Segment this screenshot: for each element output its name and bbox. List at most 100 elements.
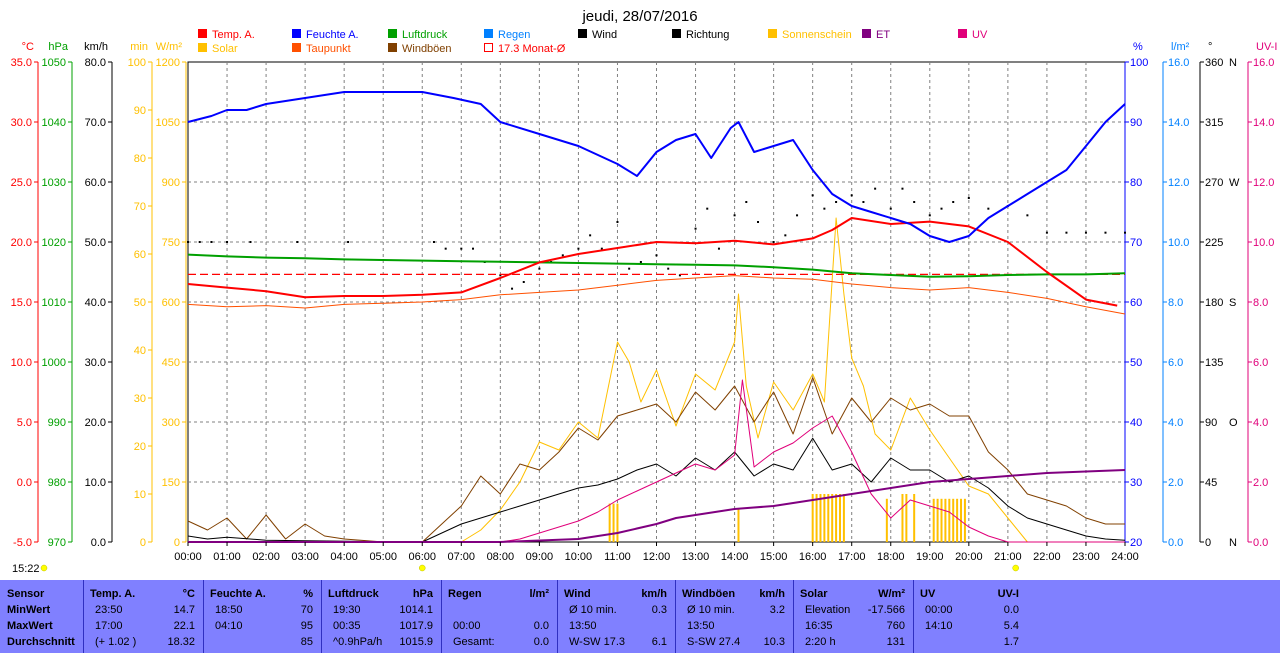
wind-direction-dot (1026, 214, 1029, 217)
axis-unit-label: W/m² (156, 41, 183, 53)
legend-swatch (578, 29, 587, 38)
legend-label: Feuchte A. (306, 29, 359, 41)
axis-tick-label: 30.0 (11, 117, 32, 129)
summary-value: 6.1 (651, 636, 667, 648)
wind-direction-dot (347, 241, 350, 243)
summary-column-title: UV (920, 588, 936, 600)
legend-swatch (292, 43, 301, 52)
axis-tick-label: 100 (1130, 57, 1148, 69)
direction-label: W (1229, 177, 1240, 189)
wind-direction-dot (717, 247, 720, 250)
wind-direction-dot (1104, 231, 1107, 234)
wind-direction-dot (967, 197, 970, 199)
sunshine-bar (956, 498, 959, 542)
axis-unit-label: l/m² (1171, 41, 1190, 53)
summary-column-title: Feuchte A. (210, 588, 266, 600)
axis-tick-label: 0.0 (1168, 537, 1183, 549)
sunshine-bar (885, 498, 888, 542)
summary-column-title: Temp. A. (90, 588, 136, 600)
summary-value: 14.7 (173, 604, 195, 616)
wind-direction-dot (198, 241, 201, 243)
legend-label: Wind (592, 29, 617, 41)
wind-direction-dot (757, 221, 760, 223)
wind-direction-dot (655, 254, 658, 257)
wind-direction-dot (210, 241, 213, 243)
axis-tick-label: 0.0 (91, 537, 106, 549)
sunshine-bar (819, 494, 822, 542)
summary-time: 14:10 (925, 620, 953, 632)
x-axis-tick-label: 06:00 (408, 551, 436, 563)
wind-direction-dot (1084, 231, 1087, 234)
sunshine-bar (737, 508, 740, 542)
summary-row-label: MaxWert (7, 620, 53, 632)
axis-tick-label: 6.0 (1253, 357, 1268, 369)
wind-direction-dot (460, 247, 463, 250)
legend-label: UV (972, 29, 988, 41)
axis-tick-label: 980 (48, 477, 66, 489)
x-axis-tick-label: 00:00 (174, 551, 202, 563)
summary-value: 3.2 (769, 604, 785, 616)
axis-tick-label: 8.0 (1168, 297, 1183, 309)
axis-tick-label: 4.0 (1168, 417, 1183, 429)
x-axis-tick-label: 12:00 (643, 551, 671, 563)
axis-tick-label: 0 (174, 537, 180, 549)
summary-value: 95 (300, 620, 313, 632)
summary-value: 0.0 (1003, 604, 1019, 616)
x-axis-tick-label: 18:00 (877, 551, 905, 563)
summary-separator (83, 580, 84, 653)
sunshine-bar (905, 494, 908, 542)
legend-label: Taupunkt (306, 43, 351, 55)
x-axis: 00:00 01:00 02:00 03:00 04:00 05:00 06:00 07:00… (174, 542, 1139, 572)
axis-tick-label: 20.0 (85, 417, 106, 429)
summary-time: Ø 10 min. (569, 604, 617, 616)
x-axis-tick-label: 02:00 (252, 551, 280, 563)
axis-tick-label: 360 (1205, 57, 1223, 69)
summary-time: 16:35 (805, 620, 833, 632)
legend-swatch (958, 29, 967, 38)
axis-tick-label: 10.0 (11, 357, 32, 369)
x-axis-tick-label: 15:00 (760, 551, 788, 563)
grid (187, 61, 1126, 543)
legend-swatch (198, 43, 207, 52)
direction-label: O (1229, 417, 1238, 429)
summary-time: W-SW 17.3 (569, 636, 626, 648)
wind-direction-dot (296, 241, 299, 243)
axis-tick-label: 10.0 (85, 477, 106, 489)
sunset-icon (1012, 564, 1019, 572)
sunshine-bar (842, 494, 845, 542)
axis-tick-label: 40 (134, 345, 146, 357)
axis-tick-label: 1040 (42, 117, 66, 129)
summary-column-title: Wind (564, 588, 591, 600)
summary-value: -17.566 (867, 604, 905, 616)
legend-swatch (484, 29, 493, 38)
summary-time: 00:35 (333, 620, 361, 632)
wind-direction-dot (850, 194, 853, 197)
sunshine-bar (811, 494, 814, 542)
wind-direction-dot (226, 241, 229, 243)
sunshine-bar (827, 494, 830, 542)
sunshine-bar (823, 494, 826, 542)
wind-direction-dot (862, 201, 865, 203)
wind-direction-dot (538, 267, 541, 270)
axis-tick-label: 10.0 (1168, 237, 1189, 249)
wind-direction-dot (249, 241, 252, 243)
axis-tick-label: 10.0 (1253, 237, 1274, 249)
summary-value: 18.32 (167, 636, 195, 648)
x-axis-tick-label: 13:00 (682, 551, 710, 563)
summary-separator (321, 580, 322, 653)
x-axis-tick-label: 10:00 (565, 551, 593, 563)
summary-time: 00:00 (453, 620, 481, 632)
axis-tick-label: 16.0 (1168, 57, 1189, 69)
axis-tick-label: 25.0 (11, 177, 32, 189)
sunshine-bar (940, 498, 943, 542)
axis-tick-label: 0 (1205, 537, 1211, 549)
sunshine-bar (944, 498, 947, 542)
axis-tick-label: 70 (134, 201, 146, 213)
axis-tick-label: 14.0 (1168, 117, 1189, 129)
summary-value: 1017.9 (399, 620, 433, 632)
axis-unit-label: hPa (48, 41, 68, 53)
axis-tick-label: 20 (1130, 537, 1142, 549)
summary-column-unit: km/h (641, 588, 667, 600)
sunshine-bar (932, 498, 935, 542)
sunrise-icon (419, 564, 426, 572)
